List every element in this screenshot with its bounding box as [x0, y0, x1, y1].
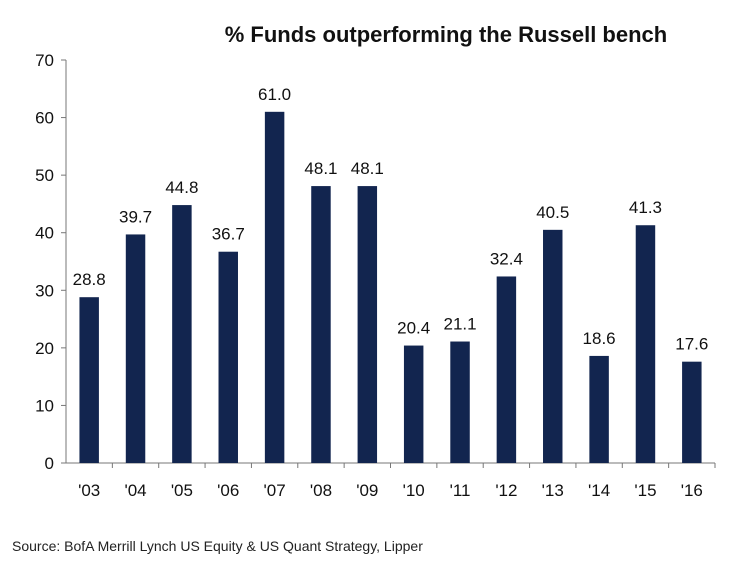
- y-tick-label: 30: [35, 281, 54, 300]
- bar-value-label: 17.6: [675, 335, 708, 354]
- bar-value-label: 32.4: [490, 249, 523, 268]
- x-tick-label: '09: [356, 481, 378, 500]
- y-tick-label: 50: [35, 166, 54, 185]
- bar-value-label: 44.8: [165, 178, 198, 197]
- bar: [79, 297, 99, 463]
- y-axis-ticks: 0 10 20 30 40 50 60 70: [35, 51, 66, 473]
- x-tick-label: '11: [450, 481, 471, 500]
- bar-value-label: 39.7: [119, 207, 152, 226]
- x-tick-label: '14: [588, 481, 610, 500]
- bar-value-label: 41.3: [629, 198, 662, 217]
- bar: [357, 186, 378, 463]
- bar-value-label: 28.8: [73, 270, 106, 289]
- x-tick-label: '10: [403, 481, 425, 500]
- source-note: Source: BofA Merrill Lynch US Equity & U…: [12, 538, 423, 554]
- bar: [264, 111, 285, 464]
- x-tick-label: '08: [310, 481, 332, 500]
- bar: [496, 276, 517, 463]
- bar: [311, 186, 331, 463]
- bar: [450, 341, 470, 463]
- bar-value-label: 48.1: [304, 159, 337, 178]
- y-tick-label: 60: [35, 109, 54, 128]
- bar-value-label: 61.0: [258, 85, 291, 104]
- y-tick-label: 0: [45, 454, 54, 473]
- x-tick-label: '12: [495, 481, 517, 500]
- x-tick-label: '04: [124, 481, 146, 500]
- chart-title: % Funds outperforming the Russell bench: [225, 22, 667, 47]
- x-tick-label: '05: [171, 481, 193, 500]
- bar-value-label: 36.7: [212, 225, 245, 244]
- bar: [403, 345, 424, 463]
- y-tick-label: 20: [35, 339, 54, 358]
- bar-value-label: 20.4: [397, 319, 430, 338]
- y-tick-label: 40: [35, 224, 54, 243]
- x-tick-label: '15: [634, 481, 656, 500]
- bar-value-label: 48.1: [351, 159, 384, 178]
- bar-value-label: 18.6: [583, 329, 616, 348]
- bar: [218, 251, 238, 463]
- x-tick-label: '07: [264, 481, 286, 500]
- value-labels-group: 28.8 39.7 44.8 36.7 61.0 48.1 48.1 20.4 21.1 32.4…: [73, 85, 709, 354]
- bar-value-label: 40.5: [536, 203, 569, 222]
- x-tick-label: '06: [217, 481, 239, 500]
- x-axis-ticks: '03 '04 '05 '06 '07 '08 '09 '10 '11 '12 '13 '14 '15 '…: [78, 463, 716, 500]
- bar: [543, 229, 563, 463]
- x-tick-label: '03: [78, 481, 100, 500]
- bars-group: [79, 111, 702, 464]
- bar: [635, 225, 656, 463]
- bar: [172, 205, 192, 463]
- bar: [682, 361, 702, 463]
- bar: [589, 355, 609, 463]
- y-tick-label: 10: [35, 396, 54, 415]
- y-tick-label: 70: [35, 51, 54, 70]
- bar-value-label: 21.1: [443, 315, 476, 334]
- x-tick-label: '13: [542, 481, 564, 500]
- bar: [125, 234, 146, 463]
- x-tick-label: '16: [681, 481, 703, 500]
